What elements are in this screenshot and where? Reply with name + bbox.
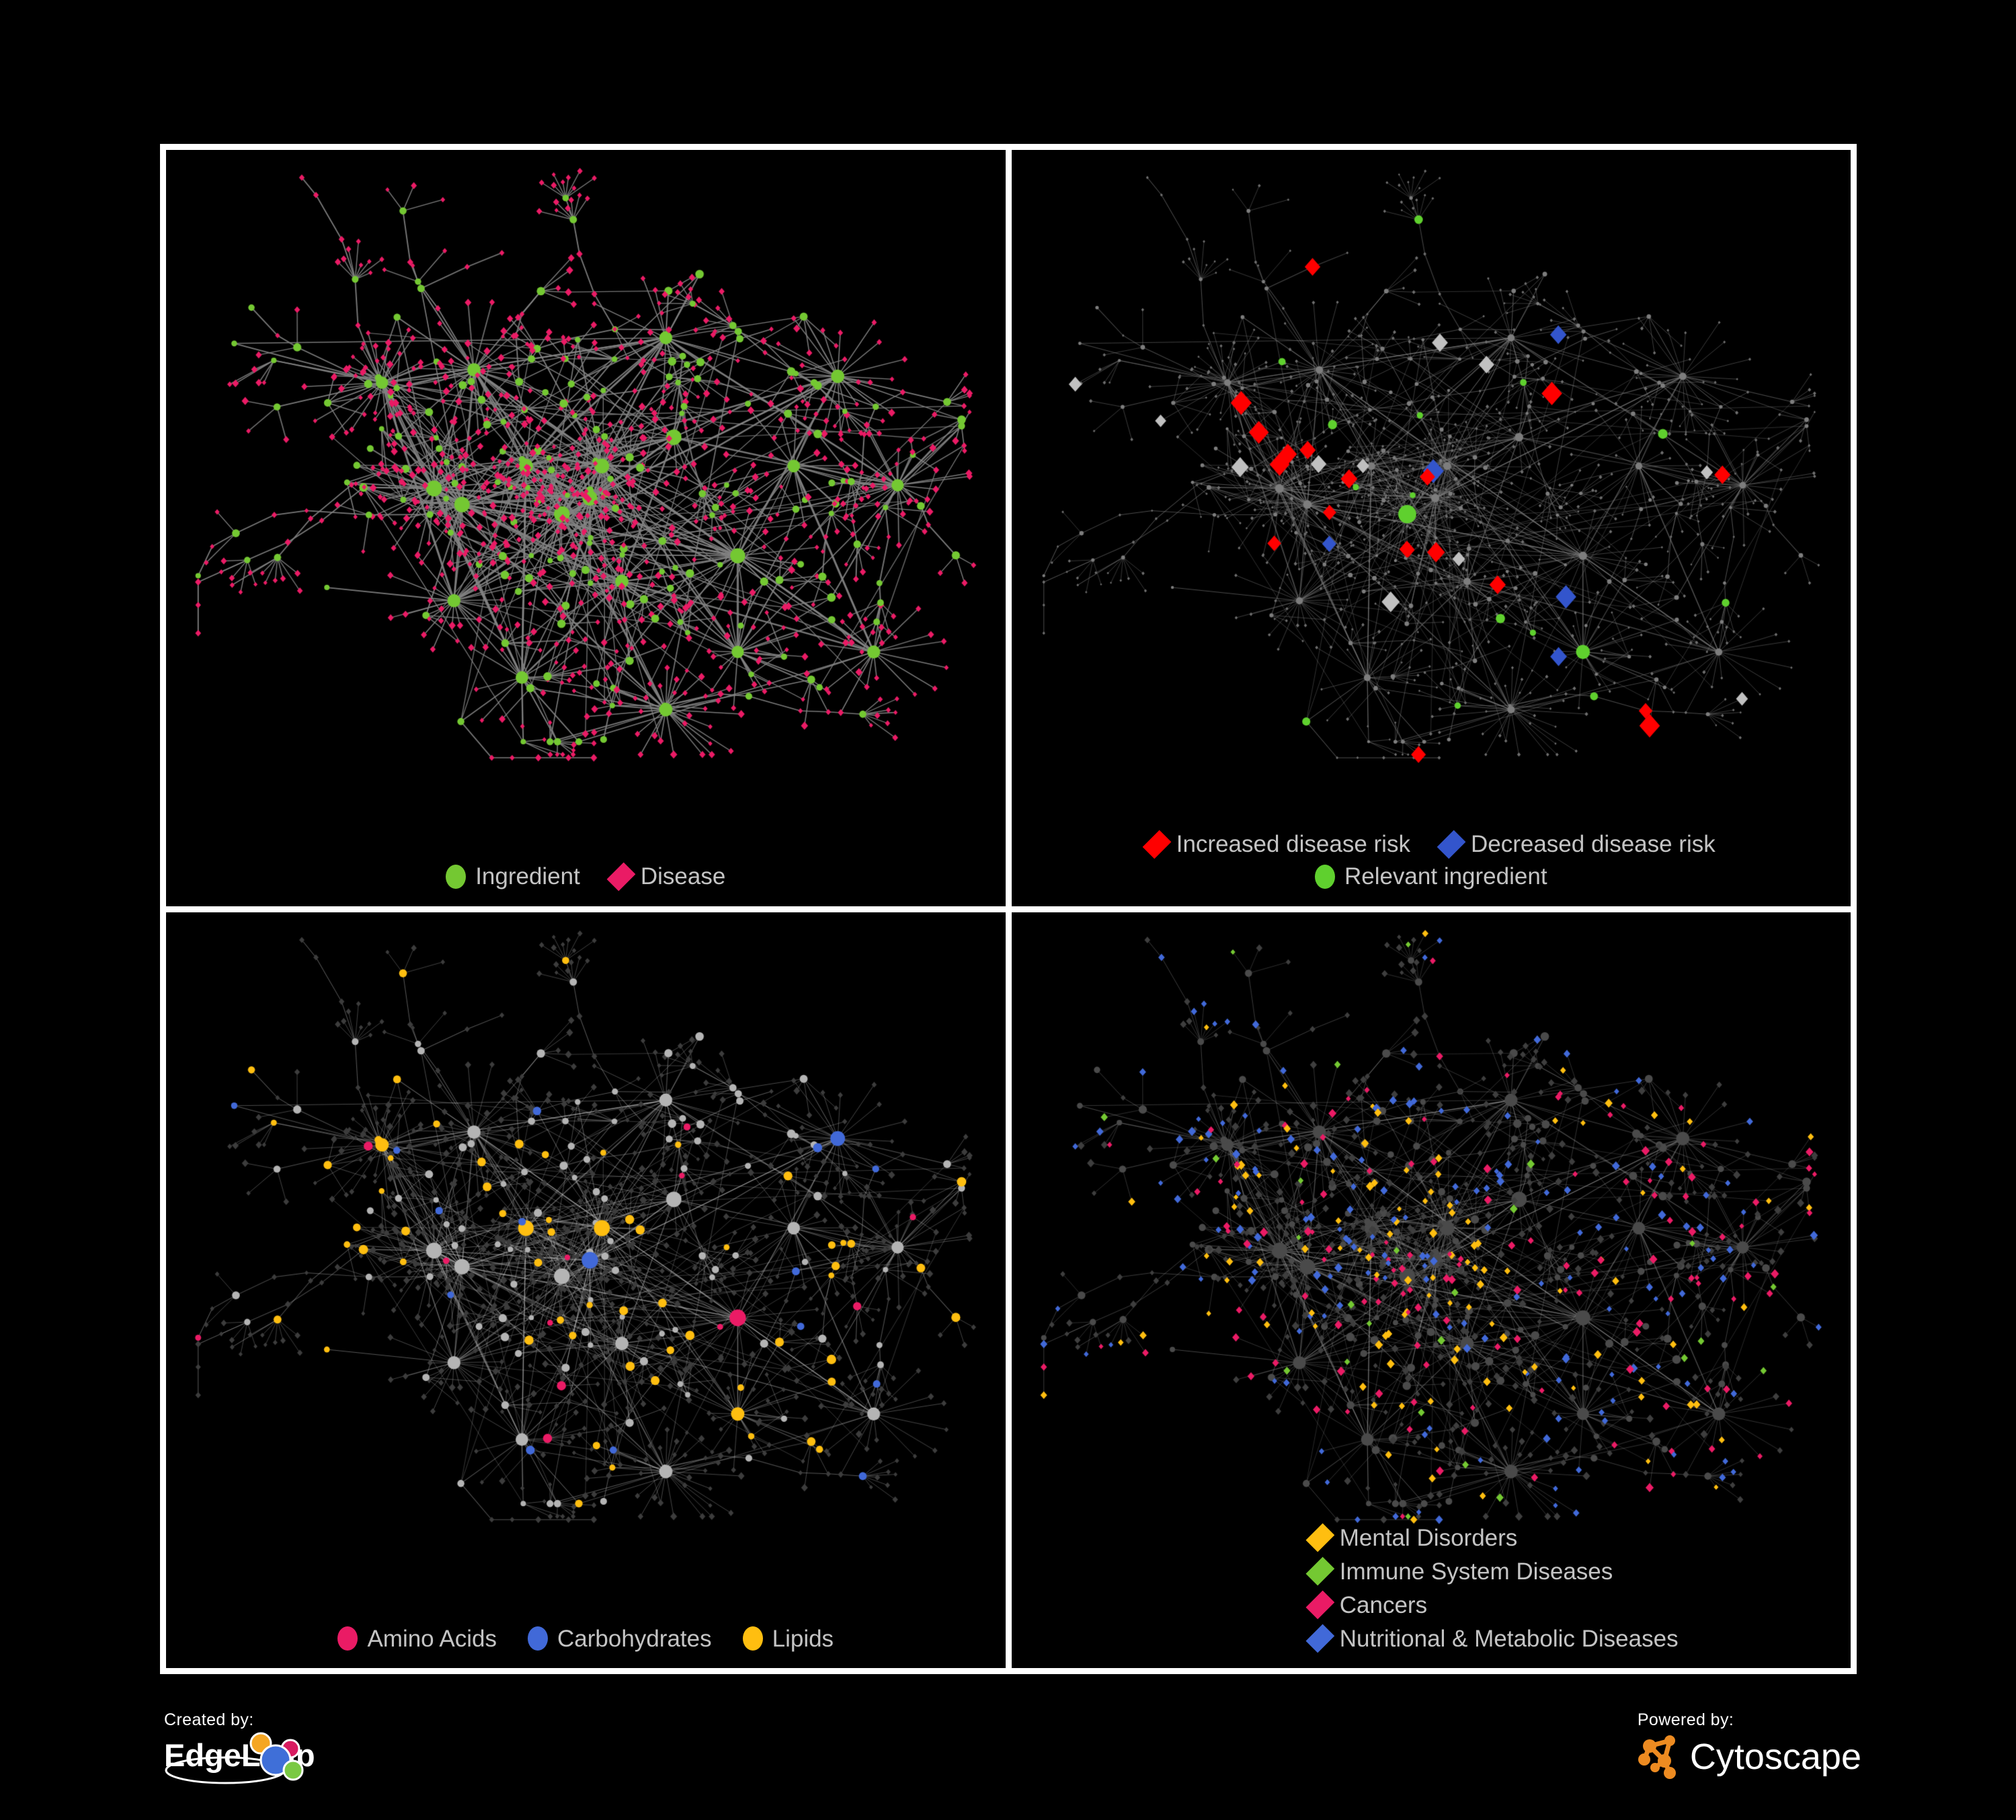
panel-disease-classes: Mental Disorders Immune System Diseases …	[1011, 912, 1851, 1668]
legend-ingredient-classes: Amino Acids Carbohydrates Lipids	[166, 1626, 1006, 1651]
amino-acids-circle-icon	[337, 1626, 358, 1651]
cytoscape-logo[interactable]: Cytoscape	[1635, 1731, 1861, 1782]
edgeleap-logo-icon: EdgeLeap	[164, 1732, 315, 1784]
powered-by-caption: Powered by:	[1637, 1710, 1734, 1729]
legend-item-label: Ingredient	[475, 863, 580, 889]
legend-item[interactable]: Immune System Diseases	[1310, 1559, 1613, 1583]
network-canvas-disease-risk	[1011, 150, 1851, 906]
legend-item[interactable]: Amino Acids	[337, 1626, 497, 1651]
network-canvas-ingredient-classes	[166, 912, 1006, 1668]
legend-item[interactable]: Mental Disorders	[1310, 1526, 1552, 1550]
legend-ingredient-disease: Ingredient Disease	[166, 865, 1006, 889]
legend-disease-risk: Increased disease risk Decreased disease…	[1012, 832, 1851, 889]
logo-node-green	[282, 1759, 304, 1781]
mental-disorders-diamond-icon	[1310, 1526, 1330, 1550]
legend-item-label: Cancers	[1339, 1591, 1428, 1618]
immune-system-diseases-diamond-icon	[1310, 1559, 1330, 1583]
legend-item[interactable]: Increased disease risk	[1147, 832, 1410, 857]
panel-ingredient-classes: Amino Acids Carbohydrates Lipids	[166, 912, 1006, 1668]
legend-item[interactable]: Carbohydrates	[528, 1626, 712, 1651]
network-canvas-disease-classes	[1011, 912, 1851, 1668]
legend-item-label: Increased disease risk	[1176, 831, 1410, 857]
legend-item-label: Relevant ingredient	[1344, 863, 1547, 889]
created-by-brand: Created by: EdgeLeap	[161, 1712, 329, 1785]
edgeleap-logo[interactable]: EdgeLeap	[161, 1731, 329, 1785]
relevant-ingredient-circle-icon	[1315, 865, 1335, 889]
disease-diamond-icon	[611, 865, 631, 889]
legend-item[interactable]: Relevant ingredient	[1315, 865, 1547, 889]
panel-ingredient-disease: Ingredient Disease	[166, 150, 1006, 906]
legend-item-label: Carbohydrates	[557, 1625, 712, 1652]
legend-item[interactable]: Cancers	[1310, 1593, 1552, 1617]
powered-by-brand: Powered by: Cytoscape	[1635, 1712, 1861, 1782]
legend-item-label: Lipids	[772, 1625, 834, 1652]
legend-item[interactable]: Nutritional & Metabolic Diseases	[1310, 1626, 1679, 1651]
cytoscape-logo-icon	[1638, 1735, 1676, 1779]
legend-item[interactable]: Disease	[611, 865, 725, 889]
legend-item-label: Nutritional & Metabolic Diseases	[1339, 1625, 1679, 1652]
legend-item[interactable]: Ingredient	[446, 865, 580, 889]
legend-disease-classes: Mental Disorders Immune System Diseases …	[1221, 1526, 1679, 1651]
panel-disease-risk: Increased disease risk Decreased disease…	[1011, 150, 1851, 906]
legend-item-label: Amino Acids	[367, 1625, 497, 1652]
network-canvas-ingredient-disease	[166, 150, 1006, 906]
legend-item-label: Immune System Diseases	[1339, 1558, 1613, 1585]
legend-item-label: Mental Disorders	[1339, 1524, 1518, 1551]
logo-node-blue	[259, 1744, 292, 1776]
legend-item[interactable]: Lipids	[743, 1626, 834, 1651]
legend-item-label: Disease	[640, 863, 726, 889]
panel-grid: Ingredient Disease Increased disease ris…	[160, 144, 1857, 1674]
increased-risk-diamond-icon	[1147, 832, 1167, 857]
ingredient-circle-icon	[446, 865, 466, 889]
metabolic-diseases-diamond-icon	[1310, 1626, 1330, 1651]
legend-item-label: Decreased disease risk	[1470, 831, 1716, 857]
carbohydrates-circle-icon	[528, 1626, 548, 1651]
cancers-diamond-icon	[1310, 1593, 1330, 1617]
lipids-circle-icon	[743, 1626, 763, 1651]
created-by-caption: Created by:	[164, 1710, 254, 1729]
decreased-risk-diamond-icon	[1441, 832, 1461, 857]
legend-item[interactable]: Decreased disease risk	[1441, 832, 1716, 857]
cytoscape-wordmark: Cytoscape	[1689, 1737, 1861, 1777]
